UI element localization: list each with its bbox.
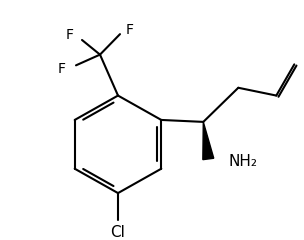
Text: F: F: [66, 28, 74, 42]
Polygon shape: [203, 122, 214, 160]
Text: F: F: [126, 23, 134, 37]
Text: Cl: Cl: [111, 225, 126, 240]
Text: F: F: [58, 62, 66, 76]
Text: NH₂: NH₂: [228, 154, 257, 169]
